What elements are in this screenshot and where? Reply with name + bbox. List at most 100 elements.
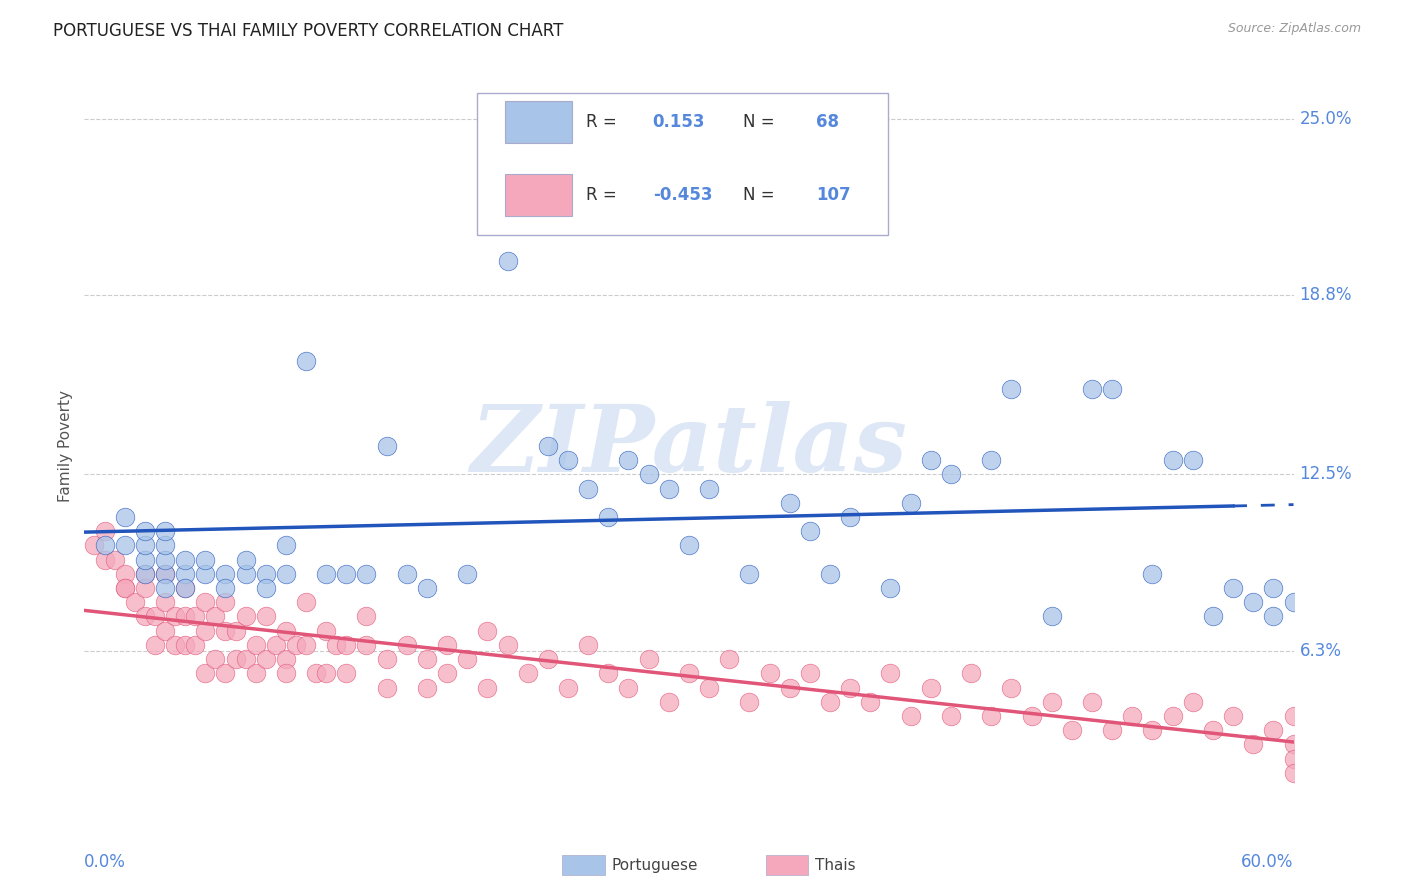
- Point: [678, 666, 700, 681]
- Point: [124, 595, 146, 609]
- Point: [375, 439, 398, 453]
- Point: [356, 566, 378, 581]
- Point: [697, 681, 720, 695]
- Point: [637, 467, 659, 482]
- Point: [1282, 595, 1305, 609]
- Point: [1263, 723, 1285, 738]
- Point: [134, 552, 156, 566]
- Point: [264, 638, 287, 652]
- Point: [718, 652, 741, 666]
- Point: [557, 681, 579, 695]
- Point: [1202, 723, 1225, 738]
- Point: [153, 595, 176, 609]
- Point: [174, 638, 197, 652]
- Point: [818, 695, 841, 709]
- Point: [143, 609, 166, 624]
- Point: [114, 581, 136, 595]
- Point: [93, 552, 115, 566]
- Point: [194, 566, 217, 581]
- Point: [335, 638, 357, 652]
- Point: [537, 439, 560, 453]
- Point: [779, 681, 801, 695]
- Point: [1282, 751, 1305, 765]
- Point: [153, 566, 176, 581]
- Point: [295, 638, 318, 652]
- Point: [658, 482, 681, 496]
- Point: [153, 552, 176, 566]
- Point: [1282, 765, 1305, 780]
- Text: 0.0%: 0.0%: [84, 853, 127, 871]
- Point: [1081, 695, 1104, 709]
- Point: [153, 566, 176, 581]
- Point: [859, 695, 882, 709]
- Text: 0.153: 0.153: [652, 113, 706, 131]
- Point: [194, 624, 217, 638]
- Point: [104, 552, 127, 566]
- Point: [416, 652, 439, 666]
- Point: [114, 510, 136, 524]
- Point: [174, 581, 197, 595]
- Point: [194, 666, 217, 681]
- Text: ZIPatlas: ZIPatlas: [471, 401, 907, 491]
- Point: [254, 652, 277, 666]
- Text: -0.453: -0.453: [652, 186, 713, 203]
- Point: [153, 524, 176, 539]
- Point: [1060, 723, 1083, 738]
- Point: [839, 510, 862, 524]
- Point: [1181, 453, 1204, 467]
- Text: 107: 107: [815, 186, 851, 203]
- Point: [920, 453, 942, 467]
- Point: [1282, 709, 1305, 723]
- Point: [114, 566, 136, 581]
- Text: Thais: Thais: [815, 858, 856, 872]
- Text: 6.3%: 6.3%: [1299, 641, 1341, 659]
- Point: [617, 453, 640, 467]
- Point: [436, 666, 458, 681]
- Text: R =: R =: [586, 113, 623, 131]
- Point: [900, 709, 922, 723]
- Point: [1263, 581, 1285, 595]
- Point: [274, 566, 297, 581]
- FancyBboxPatch shape: [505, 101, 572, 143]
- Point: [235, 652, 257, 666]
- Point: [153, 538, 176, 552]
- Point: [174, 609, 197, 624]
- Point: [598, 510, 620, 524]
- Point: [235, 609, 257, 624]
- Point: [617, 681, 640, 695]
- Point: [1040, 609, 1063, 624]
- Point: [143, 638, 166, 652]
- Point: [214, 624, 236, 638]
- Point: [235, 566, 257, 581]
- Point: [1241, 737, 1264, 751]
- Point: [274, 538, 297, 552]
- Point: [305, 666, 328, 681]
- Point: [93, 524, 115, 539]
- Point: [214, 595, 236, 609]
- Point: [1101, 382, 1123, 396]
- Point: [1222, 709, 1244, 723]
- Point: [738, 695, 761, 709]
- Point: [738, 566, 761, 581]
- Point: [436, 638, 458, 652]
- Point: [637, 652, 659, 666]
- Point: [83, 538, 105, 552]
- Point: [93, 538, 115, 552]
- Point: [134, 566, 156, 581]
- Point: [1121, 709, 1143, 723]
- Point: [194, 595, 217, 609]
- Point: [477, 624, 499, 638]
- Point: [174, 566, 197, 581]
- Text: 68: 68: [815, 113, 839, 131]
- Point: [1222, 581, 1244, 595]
- Text: 18.8%: 18.8%: [1299, 286, 1353, 304]
- Point: [879, 581, 901, 595]
- Point: [697, 482, 720, 496]
- Text: PORTUGUESE VS THAI FAMILY POVERTY CORRELATION CHART: PORTUGUESE VS THAI FAMILY POVERTY CORREL…: [53, 22, 564, 40]
- Text: N =: N =: [744, 186, 780, 203]
- Point: [516, 666, 538, 681]
- Point: [477, 681, 499, 695]
- Point: [799, 524, 821, 539]
- Text: Source: ZipAtlas.com: Source: ZipAtlas.com: [1227, 22, 1361, 36]
- Point: [658, 695, 681, 709]
